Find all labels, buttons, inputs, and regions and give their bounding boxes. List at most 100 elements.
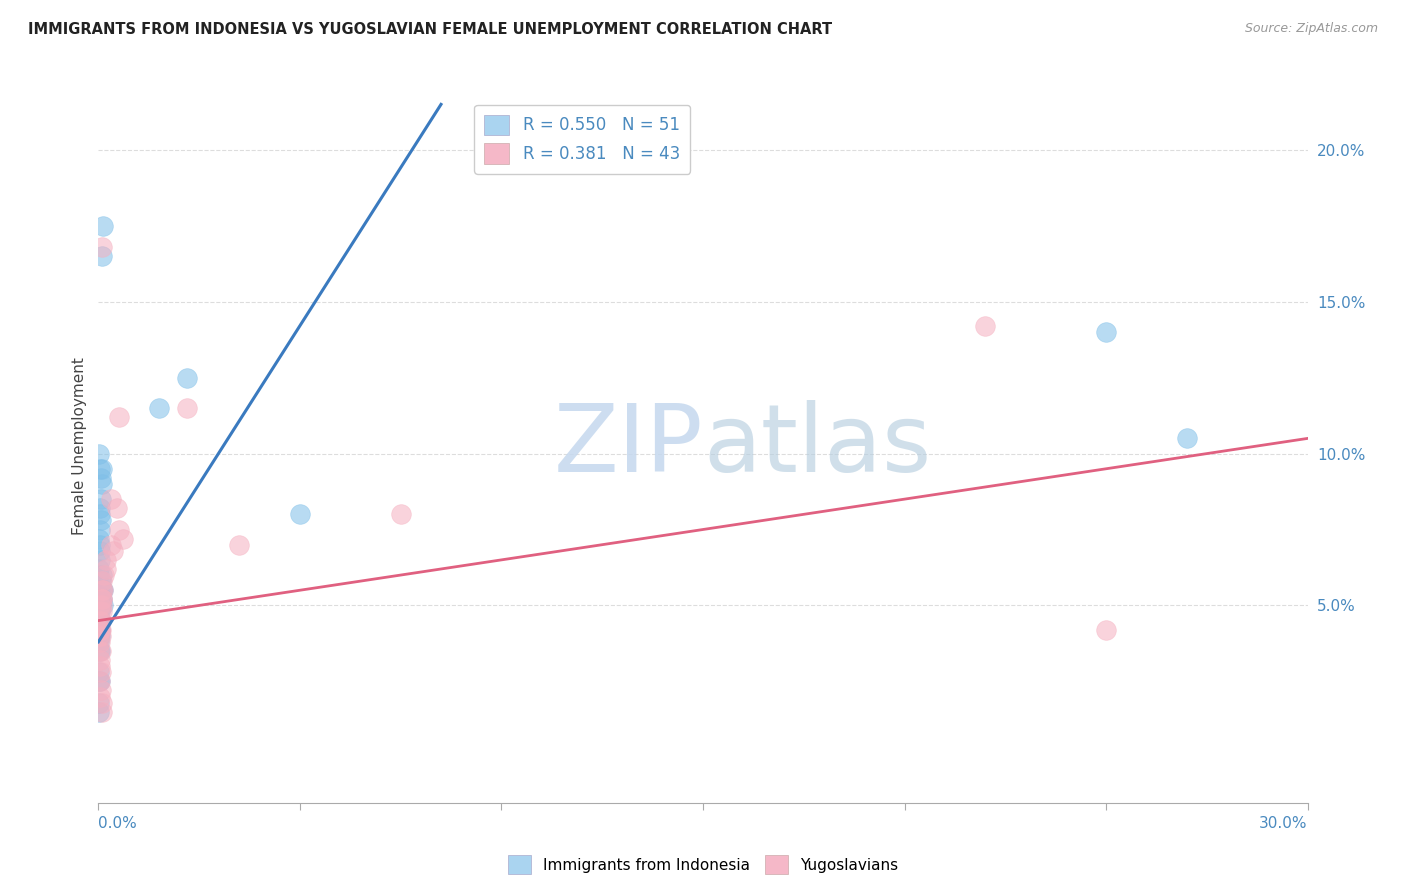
Point (89, 674, 111, 689)
Point (89, 674, 111, 689)
Point (288, 508, 311, 522)
Point (89, 532, 111, 546)
Point (89, 508, 111, 522)
Point (1095, 325, 1118, 339)
Point (89, 605, 111, 619)
Y-axis label: Female Unemployment: Female Unemployment (72, 357, 87, 535)
Point (90, 599, 112, 613)
Point (87, 614, 110, 628)
Point (176, 370, 198, 384)
Point (89, 659, 111, 673)
Point (89, 623, 111, 637)
Point (89, 605, 111, 619)
Point (90, 471, 112, 485)
Point (89, 629, 111, 643)
Point (89, 629, 111, 643)
Point (89, 553, 111, 567)
Point (89, 592, 111, 607)
Point (91, 574, 114, 588)
Point (90, 629, 112, 643)
Point (1175, 431, 1198, 445)
Point (89, 605, 111, 619)
Point (228, 538, 250, 552)
Point (90, 665, 112, 680)
Point (107, 410, 129, 425)
Point (91, 583, 114, 598)
Point (89, 523, 111, 537)
Text: atlas: atlas (703, 400, 931, 492)
Point (107, 523, 129, 537)
Point (89, 623, 111, 637)
Point (90, 249, 112, 263)
Point (90, 605, 112, 619)
Point (91, 219, 114, 233)
Point (89, 599, 111, 613)
Point (89, 599, 111, 613)
Point (91, 240, 114, 254)
Point (90, 583, 112, 598)
Point (90, 614, 112, 628)
Point (89, 696, 111, 710)
Text: IMMIGRANTS FROM INDONESIA VS YUGOSLAVIAN FEMALE UNEMPLOYMENT CORRELATION CHART: IMMIGRANTS FROM INDONESIA VS YUGOSLAVIAN… (28, 22, 832, 37)
Point (90, 477, 112, 491)
Point (96, 562, 118, 576)
Point (87, 705, 110, 719)
Point (100, 538, 122, 552)
Point (91, 592, 114, 607)
Legend: R = 0.550   N = 51, R = 0.381   N = 43: R = 0.550 N = 51, R = 0.381 N = 43 (474, 104, 690, 174)
Point (87, 674, 110, 689)
Point (89, 614, 111, 628)
Point (89, 635, 111, 649)
Text: Source: ZipAtlas.com: Source: ZipAtlas.com (1244, 22, 1378, 36)
Point (1095, 623, 1118, 637)
Point (974, 319, 997, 334)
Point (389, 508, 412, 522)
Point (105, 501, 128, 516)
Point (90, 623, 112, 637)
Point (90, 574, 112, 588)
Point (89, 614, 111, 628)
Point (93, 568, 115, 582)
Point (91, 599, 114, 613)
Point (90, 592, 112, 607)
Point (89, 665, 111, 680)
Point (90, 683, 112, 698)
Point (101, 543, 124, 558)
Point (111, 532, 134, 546)
Point (89, 583, 111, 598)
Point (87, 562, 110, 576)
Text: ZIP: ZIP (554, 400, 703, 492)
Point (91, 583, 114, 598)
Text: 30.0%: 30.0% (1260, 816, 1308, 831)
Point (91, 583, 114, 598)
Point (89, 653, 111, 667)
Point (176, 401, 198, 415)
Point (87, 599, 110, 613)
Point (89, 629, 111, 643)
Point (89, 568, 111, 582)
Point (90, 592, 112, 607)
Point (96, 553, 118, 567)
Point (100, 492, 122, 507)
Point (89, 590, 111, 604)
Point (89, 690, 111, 704)
Text: 0.0%: 0.0% (98, 816, 138, 831)
Point (91, 462, 114, 476)
Point (91, 568, 114, 582)
Legend: Immigrants from Indonesia, Yugoslavians: Immigrants from Indonesia, Yugoslavians (502, 849, 904, 880)
Point (89, 623, 111, 637)
Point (148, 401, 170, 415)
Point (89, 447, 111, 461)
Point (89, 644, 111, 658)
Point (90, 614, 112, 628)
Point (89, 501, 111, 516)
Point (91, 599, 114, 613)
Point (89, 462, 111, 476)
Point (90, 513, 112, 527)
Point (89, 635, 111, 649)
Point (89, 543, 111, 558)
Point (90, 492, 112, 507)
Point (90, 644, 112, 658)
Point (89, 644, 111, 658)
Point (87, 644, 110, 658)
